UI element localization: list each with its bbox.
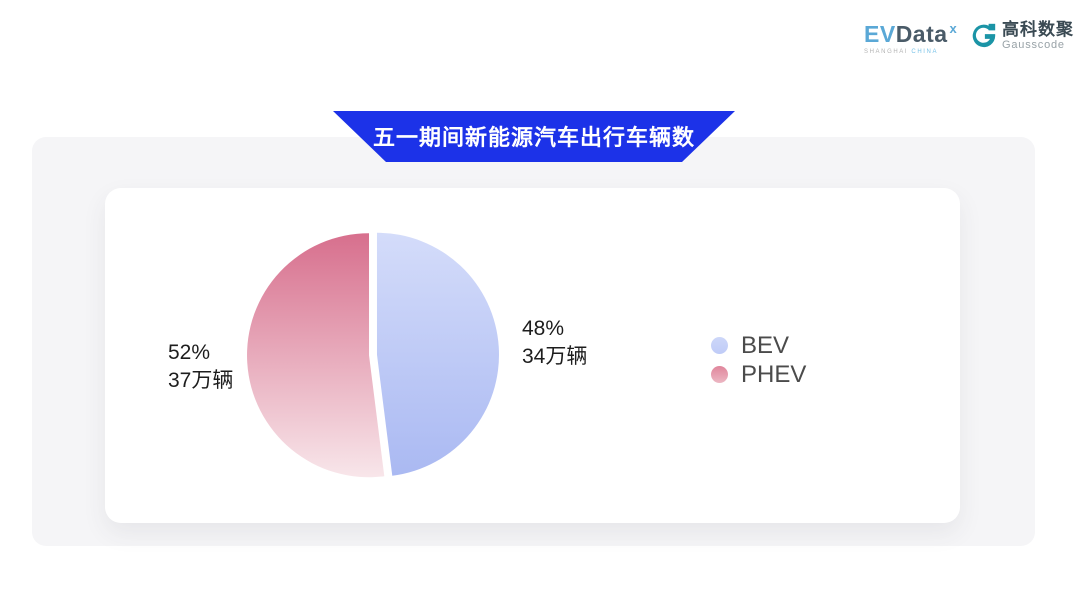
bev-percent: 48% (522, 317, 565, 340)
evdata-logo-data: Data (895, 21, 948, 47)
evdata-logo-subtext-china: CHINA (911, 49, 939, 55)
gausscode-g-icon (972, 23, 996, 48)
legend-dot-phev (711, 366, 728, 383)
gausscode-logo: 高科数聚 Gausscode (968, 21, 1074, 51)
evdata-logo-ev: EV (864, 21, 896, 47)
legend-item-phev[interactable]: PHEV (711, 360, 806, 389)
gausscode-name-en: Gausscode (1002, 39, 1065, 51)
evdata-logo-subtext-shanghai: SHANGHAI (864, 49, 909, 55)
chart-legend: BEV PHEV (711, 331, 806, 389)
pie-label-phev: 52% 37万辆 (168, 339, 233, 395)
pie-label-bev: 48% 34万辆 (522, 315, 587, 371)
pie-slice-bev[interactable] (376, 232, 500, 476)
evdata-logo: EVData x SHANGHAI CHINA (864, 22, 957, 55)
chart-title: 五一期间新能源汽车出行车辆数 (372, 124, 695, 150)
evdata-logo-subtext: SHANGHAI CHINA (864, 49, 957, 55)
legend-label-phev: PHEV (741, 360, 807, 388)
phev-percent: 52% (168, 341, 211, 364)
chart-card: 52% 37万辆 48% 34万辆 BEV PHEV (105, 188, 960, 523)
legend-item-bev[interactable]: BEV (711, 331, 806, 360)
pie-slice-phev[interactable] (247, 233, 385, 478)
evdata-logo-text: EVData x (864, 22, 957, 46)
legend-dot-bev (711, 337, 728, 354)
gausscode-logo-text: 高科数聚 Gausscode (1002, 21, 1074, 51)
gausscode-name-cn: 高科数聚 (1002, 20, 1074, 39)
title-banner: 五一期间新能源汽车出行车辆数 (333, 111, 735, 162)
evdata-logo-x-icon: x (949, 21, 958, 36)
legend-label-bev: BEV (741, 331, 790, 359)
pie-chart (247, 232, 500, 478)
bev-amount: 34万辆 (522, 345, 588, 368)
phev-amount: 37万辆 (168, 369, 234, 392)
